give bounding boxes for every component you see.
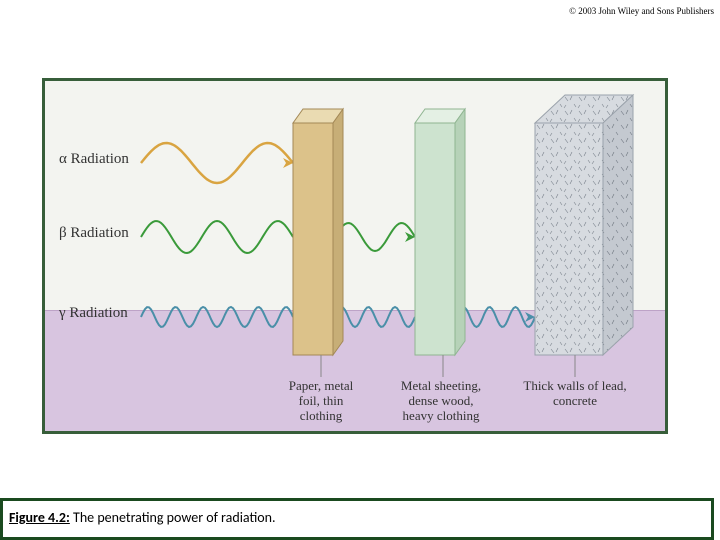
caption-box: Figure 4.2: The penetrating power of rad…	[0, 498, 714, 540]
barrier-label-lead: Thick walls of lead,concrete	[515, 379, 635, 409]
barrier-label-paper: Paper, metalfoil, thinclothing	[261, 379, 381, 424]
figure-number: Figure 4.2:	[9, 509, 70, 526]
figure-caption: Figure 4.2: The penetrating power of rad…	[9, 509, 276, 526]
copyright-text: © 2003 John Wiley and Sons Publishers	[569, 6, 714, 16]
figure-caption-text: The penetrating power of radiation.	[70, 509, 276, 526]
radiation-label-alpha: α Radiation	[59, 151, 129, 168]
radiation-label-gamma: γ Radiation	[59, 305, 128, 322]
radiation-label-beta: β Radiation	[59, 225, 129, 242]
barrier-label-metal: Metal sheeting,dense wood,heavy clothing	[381, 379, 501, 424]
diagram-frame: α Radiation β Radiation γ Radiation Paper, …	[42, 78, 668, 434]
